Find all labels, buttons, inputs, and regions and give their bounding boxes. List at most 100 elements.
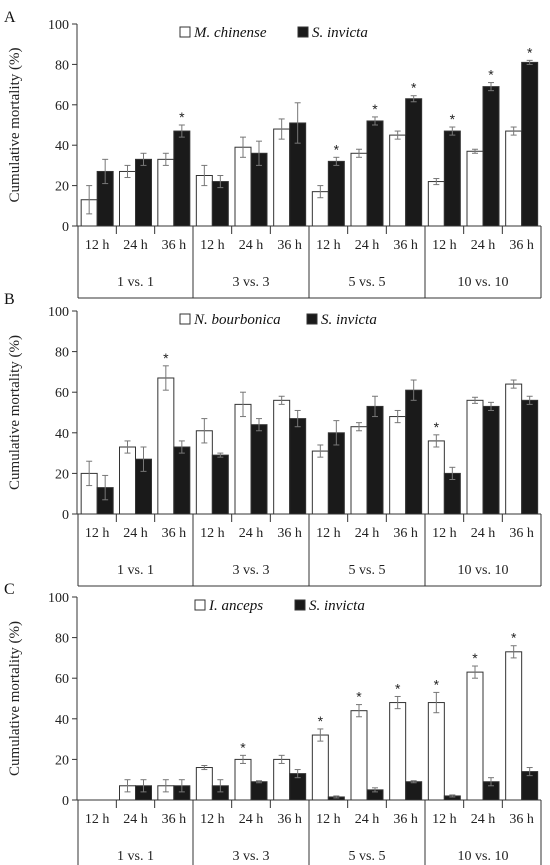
y-tick-label: 0	[62, 220, 69, 235]
x-tick-label: 12 h	[432, 526, 457, 541]
x-tick-label: 36 h	[509, 812, 534, 827]
error-bar	[317, 444, 324, 458]
error-bar	[278, 754, 285, 764]
error-bar	[394, 695, 401, 710]
significance-marker: *	[472, 650, 478, 666]
x-tick-label: 24 h	[355, 526, 380, 541]
significance-marker: *	[318, 713, 324, 729]
bar-white	[505, 383, 523, 515]
bar-white	[427, 181, 445, 227]
significance-marker: *	[356, 689, 362, 705]
x-tick-label: 36 h	[277, 526, 302, 541]
bar-white	[311, 734, 329, 801]
x-tick-label: 36 h	[277, 812, 302, 827]
legend: N. bourbonica S. invicta	[179, 312, 377, 328]
error-bar	[102, 158, 109, 185]
y-tick-label: 20	[55, 753, 69, 768]
y-tick-label: 20	[55, 180, 69, 195]
bar-black	[405, 389, 423, 515]
error-bar	[526, 767, 533, 777]
error-bar	[256, 418, 262, 432]
x-group-label: 10 vs. 10	[458, 849, 509, 864]
error-bar	[333, 795, 340, 799]
bar-white	[273, 758, 291, 801]
y-tick-label: 80	[55, 58, 69, 73]
error-bar	[410, 379, 417, 401]
x-group-label: 1 vs. 1	[117, 563, 154, 578]
significance-marker: *	[488, 67, 494, 83]
error-bar	[178, 440, 185, 454]
error-bar	[294, 769, 301, 779]
error-bar	[201, 764, 208, 771]
x-tick-label: 12 h	[316, 526, 341, 541]
bar-white	[350, 710, 368, 801]
panel-letter: A	[4, 9, 16, 26]
error-bar	[410, 780, 417, 784]
error-bar	[317, 728, 324, 742]
error-bar	[488, 401, 494, 411]
panel-letter: C	[4, 581, 15, 598]
y-tick-label: 80	[55, 346, 69, 361]
y-tick-label: 0	[62, 794, 69, 809]
error-bar	[433, 178, 440, 186]
error-bar	[140, 446, 147, 472]
error-bar	[140, 779, 147, 793]
x-tick-label: 36 h	[393, 238, 418, 253]
legend-swatch-black	[306, 313, 318, 325]
bar-white	[466, 150, 484, 227]
y-tick-label: 40	[55, 139, 69, 154]
error-bar	[201, 164, 208, 187]
x-group-label: 1 vs. 1	[117, 275, 154, 290]
x-tick-label: 36 h	[393, 812, 418, 827]
error-bar	[433, 434, 440, 448]
error-bar	[240, 391, 246, 418]
legend-swatch-black	[297, 26, 309, 38]
y-axis-label: Cumulative mortality (%)	[7, 621, 23, 776]
bar-white	[466, 399, 484, 515]
error-bar	[472, 665, 478, 679]
error-bar	[294, 102, 301, 144]
x-tick-label: 36 h	[162, 526, 187, 541]
error-bar	[86, 185, 93, 215]
y-tick-label: 40	[55, 427, 69, 442]
x-tick-label: 12 h	[316, 812, 341, 827]
error-bar	[356, 704, 362, 718]
x-tick-label: 12 h	[85, 812, 110, 827]
x-group-label: 10 vs. 10	[458, 563, 509, 578]
error-bar	[240, 136, 246, 158]
significance-marker: *	[163, 350, 169, 366]
bar-white	[389, 416, 407, 515]
significance-marker: *	[527, 44, 533, 60]
bar-white	[466, 671, 484, 801]
legend: I. anceps S. invicta	[194, 598, 365, 614]
bar-black	[173, 130, 191, 227]
y-tick-label: 60	[55, 672, 69, 687]
bar-white	[119, 170, 136, 227]
x-tick-label: 12 h	[85, 526, 110, 541]
error-bar	[278, 395, 285, 405]
bar-white	[157, 377, 175, 515]
x-tick-label: 36 h	[162, 238, 187, 253]
bar-black	[405, 98, 423, 227]
bar-white	[389, 702, 407, 801]
bar-black	[173, 446, 191, 515]
bar-white	[273, 128, 291, 227]
bar-white	[234, 146, 252, 227]
y-tick-label: 60	[55, 99, 69, 114]
x-tick-label: 36 h	[393, 526, 418, 541]
chart-panel-a: A Cumulative mortality (%) 0 20 40 60 80 100 12 …	[4, 9, 542, 299]
bar-white	[234, 758, 252, 801]
x-tick-label: 12 h	[200, 238, 225, 253]
bar-white	[273, 399, 291, 515]
error-bar	[162, 152, 169, 166]
bar-white	[350, 426, 368, 515]
bar-black	[482, 405, 500, 515]
bar-white	[234, 403, 252, 515]
error-bar	[394, 409, 401, 424]
significance-marker: *	[372, 101, 378, 117]
bar-black	[135, 158, 152, 227]
error-bar	[472, 148, 478, 154]
bar-black	[211, 181, 229, 227]
error-bar	[356, 148, 362, 158]
